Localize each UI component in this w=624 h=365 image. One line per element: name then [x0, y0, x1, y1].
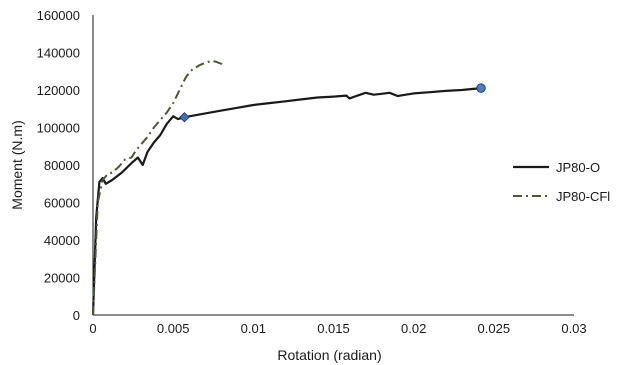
y-tick-label: 140000 [37, 46, 80, 61]
legend-label-1: JP80-O [556, 160, 600, 175]
y-tick-label: 60000 [44, 196, 80, 211]
x-tick-label: 0.005 [157, 321, 190, 336]
x-tick-label: 0.025 [478, 321, 511, 336]
y-axis-title: Moment (N.m) [9, 120, 25, 209]
x-tick-label: 0.02 [401, 321, 426, 336]
legend-label-2: JP80-CFl [556, 189, 610, 204]
x-tick-label: 0.015 [317, 321, 350, 336]
series-layer [91, 59, 486, 316]
y-tick-label: 100000 [37, 121, 80, 136]
y-tick-labels: 0 20000 40000 60000 80000 100000 120000 140000 1… [37, 8, 80, 323]
series-line-2 [92, 59, 225, 316]
x-tick-label: 0 [89, 321, 96, 336]
y-tick-label: 0 [73, 308, 80, 323]
y-tick-label: 20000 [44, 271, 80, 286]
y-tick-label: 80000 [44, 158, 80, 173]
x-tick-label: 0.01 [241, 321, 266, 336]
x-tick-labels: 0 0.005 0.01 0.015 0.02 0.025 0.03 [89, 321, 586, 336]
y-tick-label: 160000 [37, 8, 80, 23]
series-line-1 [91, 87, 482, 316]
series-marker-diamond [179, 111, 190, 123]
plot-area: 0 0.005 0.01 0.015 0.02 0.025 0.03 0 20000 40000… [37, 8, 587, 336]
series-marker-circle [476, 83, 486, 93]
x-tick-label: 0.03 [561, 321, 586, 336]
y-tick-label: 40000 [44, 233, 80, 248]
legend: JP80-O JP80-CFl [513, 160, 610, 204]
x-axis-title: Rotation (radian) [277, 347, 381, 363]
y-tick-label: 120000 [37, 83, 80, 98]
